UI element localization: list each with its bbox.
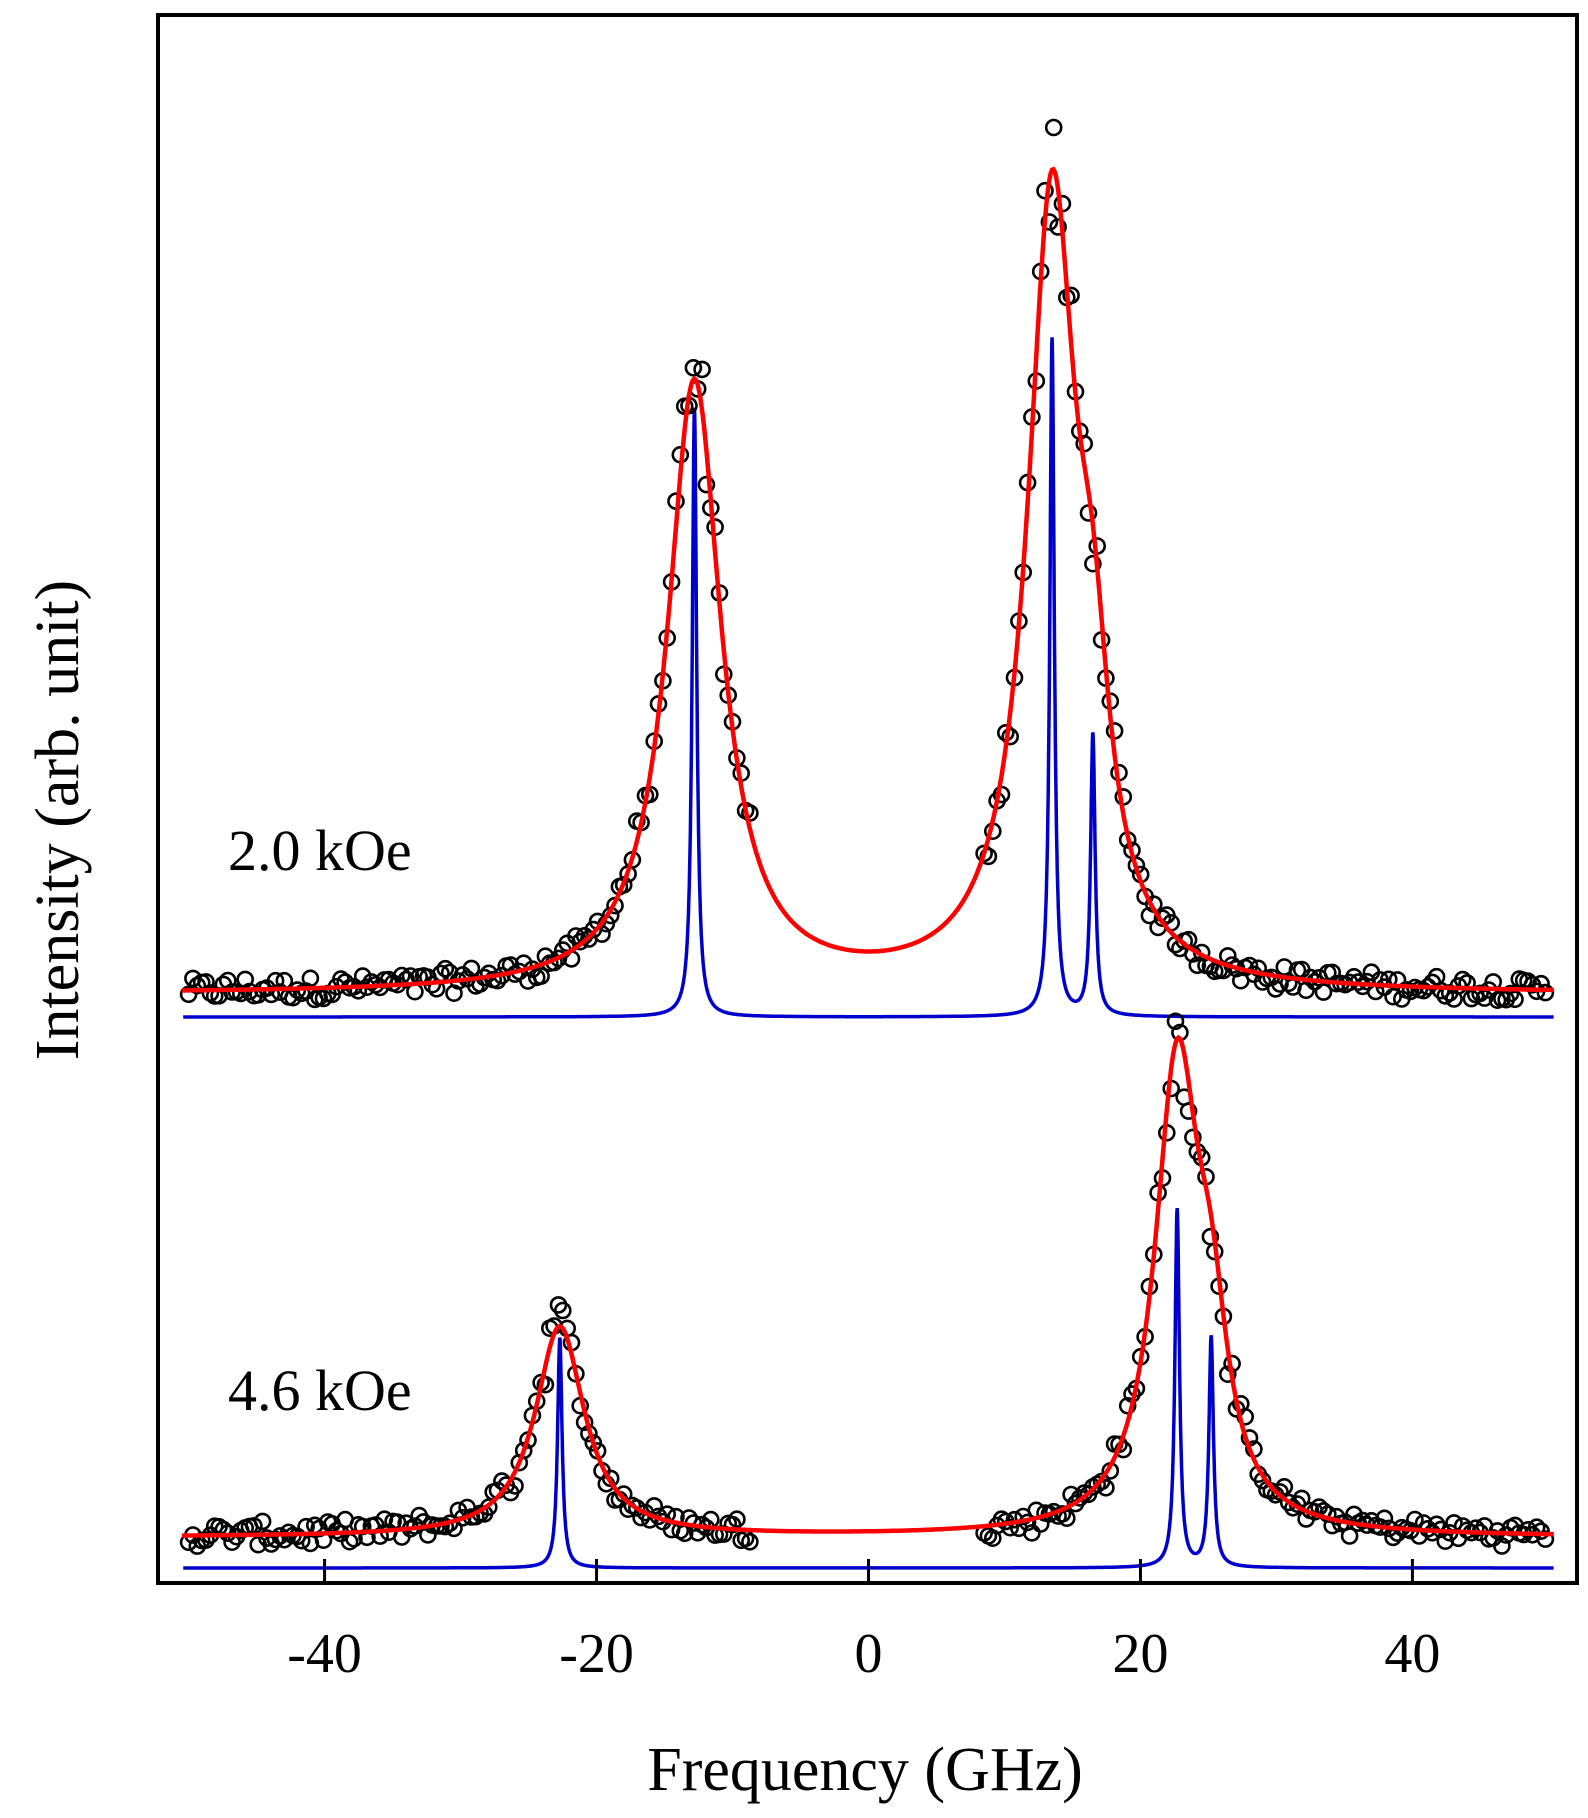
data-point [301, 969, 320, 988]
data-point [371, 1527, 389, 1545]
data-point [1040, 213, 1059, 231]
data-point [1519, 1521, 1537, 1539]
data-point [1506, 990, 1524, 1009]
data-point [1462, 989, 1481, 1008]
data-point [1471, 984, 1489, 1003]
data-point [536, 1375, 555, 1394]
data-point [1071, 1489, 1089, 1507]
data-point [266, 1530, 285, 1549]
data-point [253, 1512, 272, 1531]
data-point [1179, 1102, 1198, 1120]
data-point [397, 970, 416, 989]
data-point [693, 360, 711, 379]
data-point [1536, 1530, 1555, 1548]
data-point [1084, 554, 1102, 573]
fit-curve-panel-1 [181, 166, 1554, 993]
data-point [1058, 1509, 1076, 1527]
data-point [1219, 1365, 1237, 1383]
data-point [1323, 963, 1341, 982]
data-point [1044, 118, 1063, 137]
panel-label-4-6-koe: 4.6 kOe [228, 1358, 412, 1423]
panel-2 [179, 1012, 1555, 1570]
data-point [1292, 1489, 1311, 1508]
data-point [1493, 1537, 1511, 1555]
x-tick-label: -20 [559, 1623, 634, 1685]
data-point [549, 949, 568, 968]
plot-area [179, 118, 1555, 1570]
data-point [1166, 1012, 1185, 1031]
data-point [1062, 1485, 1080, 1504]
data-point [1314, 983, 1333, 1001]
panel-1 [179, 118, 1555, 1019]
x-tick-label: 20 [1112, 1623, 1168, 1685]
data-point [1401, 982, 1420, 1001]
data-point [1097, 1479, 1115, 1497]
x-axis-ticks: -40 -20 0 20 40 [287, 1559, 1440, 1685]
data-point [1271, 1483, 1289, 1501]
data-point [1275, 1478, 1294, 1496]
data-point [1536, 983, 1555, 1002]
data-point [627, 1499, 646, 1517]
panel-label-2-0-koe: 2.0 kOe [228, 818, 412, 883]
data-point [462, 959, 481, 978]
x-tick-label: 40 [1384, 1623, 1440, 1685]
data-point [314, 989, 333, 1008]
data-point [697, 475, 716, 494]
data-point [553, 1301, 572, 1320]
data-point [1062, 286, 1080, 305]
data-point [1340, 1527, 1359, 1545]
data-point [741, 1533, 759, 1551]
data-point [1023, 1524, 1041, 1542]
x-tick-label: 0 [855, 1623, 883, 1685]
x-axis-label: Frequency (GHz) [647, 1736, 1083, 1804]
data-point [684, 358, 703, 377]
data-point [1358, 972, 1376, 991]
data-point [645, 1497, 664, 1515]
x-tick-label: -40 [287, 1623, 362, 1685]
data-point [1118, 1397, 1137, 1415]
deconvolved-curve-panel-1 [183, 337, 1554, 1019]
y-axis-label: Intensity (arb. unit) [24, 580, 92, 1060]
data-point [1406, 1510, 1424, 1529]
data-point [532, 967, 550, 985]
data-point [353, 967, 372, 985]
fit-curve-panel-2 [181, 1034, 1554, 1538]
data-point [1049, 218, 1067, 236]
data-point [514, 1441, 533, 1460]
data-point [197, 1531, 215, 1549]
data-point [1432, 981, 1450, 1000]
data-point [1467, 1519, 1485, 1537]
data-point [1384, 987, 1402, 1006]
plot-frame [156, 13, 1579, 1585]
data-point [436, 959, 455, 978]
data-point [728, 1510, 746, 1528]
